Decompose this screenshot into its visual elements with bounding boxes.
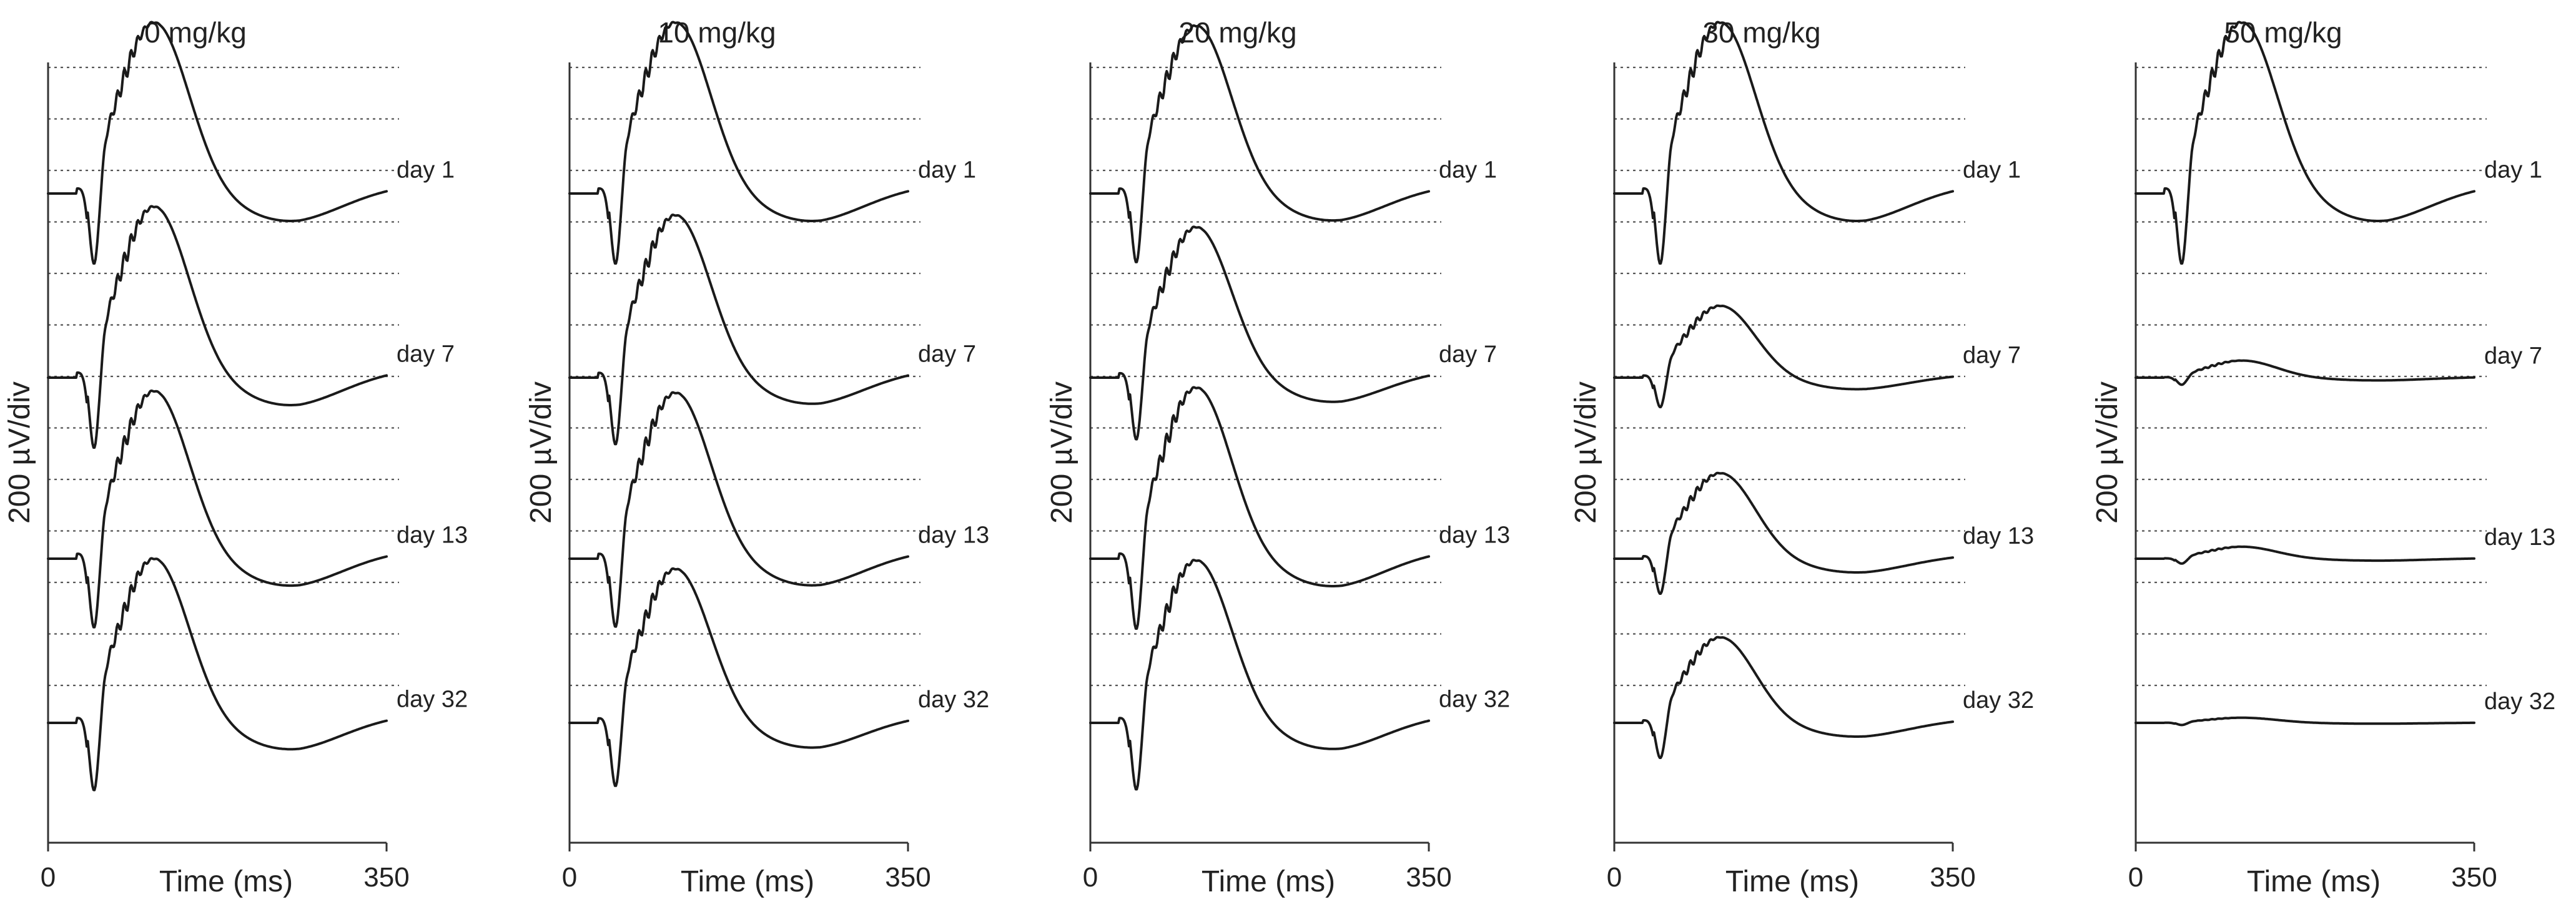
trace-day-7 <box>568 213 909 446</box>
trace-day-13 <box>1613 471 1954 595</box>
x-tick-label-min: 0 <box>2128 862 2143 893</box>
trace-label: day 13 <box>2484 524 2555 551</box>
trace-label: day 1 <box>1439 157 1497 184</box>
y-axis-label: 200 µV/div <box>1045 381 1078 524</box>
trace-label: day 7 <box>1963 343 2021 369</box>
trace-label: day 1 <box>397 157 455 183</box>
chart-panel-2: 20 mg/kg 200 µV/div 0 350 Time (ms) day 1 day … <box>1045 16 1510 898</box>
chart-panel-1: 10 mg/kg 200 µV/div 0 350 Time (ms) day 1 day … <box>525 16 989 898</box>
chart-panel-3: 30 mg/kg 200 µV/div 0 350 Time (ms) day 1 day … <box>1569 16 2034 898</box>
trace-label: day 1 <box>918 157 976 183</box>
trace-day-7 <box>2134 359 2475 386</box>
trace-label: day 13 <box>1963 523 2034 549</box>
x-tick-label-min: 0 <box>562 862 577 893</box>
trace-label: day 32 <box>2484 689 2555 715</box>
x-axis-label: Time (ms) <box>681 865 814 898</box>
trace-label: day 13 <box>918 522 989 549</box>
trace-day-13 <box>2134 545 2475 565</box>
x-tick-label-max: 350 <box>1930 862 1975 893</box>
chart-title: 30 mg/kg <box>1702 16 1820 49</box>
x-tick-label-max: 350 <box>2451 862 2497 893</box>
x-tick-label-min: 0 <box>1607 862 1622 893</box>
trace-label: day 13 <box>1439 522 1510 548</box>
chart-panel-0: 0 mg/kg 200 µV/div 0 350 Time (ms) day 1 day 7… <box>3 16 468 898</box>
trace-day-32 <box>47 557 388 792</box>
trace-day-13 <box>47 389 388 629</box>
trace-label: day 32 <box>1439 687 1510 713</box>
y-axis-label: 200 µV/div <box>1569 381 1602 524</box>
trace-label: day 32 <box>397 687 468 713</box>
x-tick-label-min: 0 <box>41 862 56 893</box>
trace-label: day 32 <box>918 687 989 713</box>
trace-day-32 <box>568 567 909 787</box>
x-tick-label-max: 350 <box>1406 862 1451 893</box>
x-tick-label-max: 350 <box>363 862 409 893</box>
x-axis-label: Time (ms) <box>1725 865 1859 898</box>
chart-panel-4: 50 mg/kg 200 µV/div 0 350 Time (ms) day 1 day … <box>2091 16 2555 898</box>
x-axis-label: Time (ms) <box>159 865 293 898</box>
trace-day-7 <box>47 205 388 449</box>
trace-label: day 1 <box>1963 157 2021 183</box>
trace-day-13 <box>568 391 909 628</box>
trace-day-1 <box>1613 21 1954 265</box>
x-tick-label-max: 350 <box>885 862 930 893</box>
trace-day-1 <box>2134 21 2475 265</box>
trace-label: day 7 <box>2484 343 2542 370</box>
chart-title: 50 mg/kg <box>2224 16 2342 49</box>
trace-label: day 7 <box>1439 341 1497 368</box>
x-tick-label-min: 0 <box>1083 862 1098 893</box>
x-axis-label: Time (ms) <box>2247 865 2381 898</box>
trace-day-32 <box>1089 559 1430 791</box>
trace-label: day 7 <box>918 341 976 368</box>
trace-day-32 <box>2134 716 2475 727</box>
y-axis-label: 200 µV/div <box>3 381 36 524</box>
trace-label: day 7 <box>397 341 455 367</box>
trace-label: day 1 <box>2484 157 2542 183</box>
trace-day-7 <box>1089 225 1430 441</box>
trace-day-32 <box>1613 635 1954 759</box>
y-axis-label: 200 µV/div <box>2091 381 2124 524</box>
trace-day-7 <box>1613 304 1954 409</box>
trace-day-13 <box>1089 386 1430 630</box>
chart-title: 0 mg/kg <box>144 16 247 49</box>
trace-day-1 <box>47 21 388 265</box>
trace-day-1 <box>568 21 909 265</box>
x-axis-label: Time (ms) <box>1202 865 1335 898</box>
y-axis-label: 200 µV/div <box>525 381 558 524</box>
trace-day-1 <box>1089 24 1430 263</box>
chart-title: 10 mg/kg <box>658 16 776 49</box>
trace-label: day 32 <box>1963 687 2034 713</box>
chart-title: 20 mg/kg <box>1178 16 1296 49</box>
trace-label: day 13 <box>397 522 468 549</box>
